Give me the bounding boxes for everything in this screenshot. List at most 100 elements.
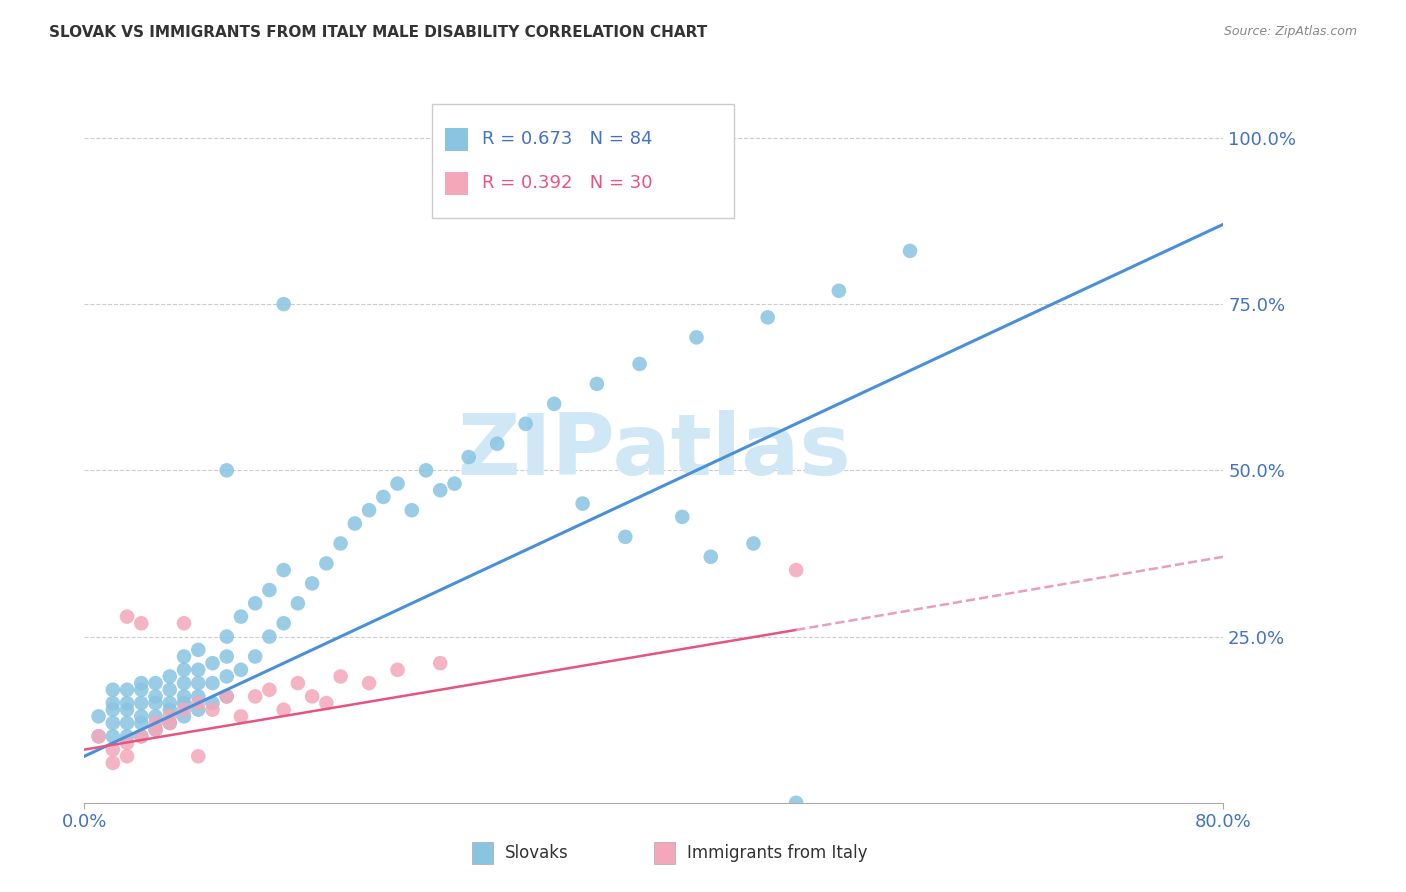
Point bbox=[359, 676, 381, 690]
Point bbox=[429, 656, 451, 670]
Point bbox=[201, 676, 224, 690]
Point bbox=[173, 676, 195, 690]
Point bbox=[101, 703, 124, 717]
FancyBboxPatch shape bbox=[446, 171, 468, 195]
Point bbox=[301, 576, 323, 591]
Point bbox=[486, 436, 509, 450]
Point bbox=[145, 676, 167, 690]
Point bbox=[586, 376, 609, 391]
Point bbox=[245, 649, 267, 664]
Point bbox=[201, 696, 224, 710]
Point bbox=[101, 716, 124, 731]
Point bbox=[259, 582, 281, 597]
Point bbox=[187, 749, 209, 764]
Point bbox=[187, 690, 209, 704]
Point bbox=[115, 716, 138, 731]
Point bbox=[159, 716, 181, 731]
Point bbox=[828, 284, 851, 298]
Text: SLOVAK VS IMMIGRANTS FROM ITALY MALE DISABILITY CORRELATION CHART: SLOVAK VS IMMIGRANTS FROM ITALY MALE DIS… bbox=[49, 25, 707, 40]
Point bbox=[187, 643, 209, 657]
FancyBboxPatch shape bbox=[446, 128, 468, 151]
Point bbox=[429, 483, 451, 498]
FancyBboxPatch shape bbox=[654, 841, 675, 863]
Text: ZIPatlas: ZIPatlas bbox=[457, 410, 851, 493]
Point bbox=[315, 557, 337, 571]
Point bbox=[215, 690, 238, 704]
Point bbox=[415, 463, 437, 477]
Point bbox=[215, 463, 238, 477]
Point bbox=[145, 690, 167, 704]
Point bbox=[115, 749, 138, 764]
FancyBboxPatch shape bbox=[471, 841, 494, 863]
Point bbox=[173, 663, 195, 677]
Point bbox=[785, 796, 807, 810]
Point bbox=[387, 663, 409, 677]
Point bbox=[173, 690, 195, 704]
Point bbox=[187, 663, 209, 677]
Point bbox=[159, 703, 181, 717]
Point bbox=[173, 616, 195, 631]
Point bbox=[245, 690, 267, 704]
Point bbox=[145, 723, 167, 737]
Point bbox=[329, 536, 352, 550]
Point bbox=[259, 682, 281, 697]
Point bbox=[315, 696, 337, 710]
Point bbox=[201, 703, 224, 717]
Point bbox=[329, 669, 352, 683]
Point bbox=[187, 696, 209, 710]
Point bbox=[571, 497, 593, 511]
Point bbox=[457, 450, 479, 464]
Point bbox=[373, 490, 395, 504]
Point bbox=[785, 563, 807, 577]
Point bbox=[159, 716, 181, 731]
Text: Immigrants from Italy: Immigrants from Italy bbox=[688, 844, 868, 862]
Point bbox=[443, 476, 465, 491]
Point bbox=[101, 696, 124, 710]
Point bbox=[115, 696, 138, 710]
Point bbox=[115, 682, 138, 697]
Point bbox=[87, 709, 110, 723]
Point bbox=[700, 549, 723, 564]
Point bbox=[898, 244, 921, 258]
Point bbox=[343, 516, 366, 531]
Point bbox=[215, 630, 238, 644]
Point bbox=[187, 676, 209, 690]
Point bbox=[173, 703, 195, 717]
Point bbox=[145, 716, 167, 731]
Point bbox=[685, 330, 707, 344]
Point bbox=[359, 503, 381, 517]
Point bbox=[614, 530, 637, 544]
Point bbox=[145, 723, 167, 737]
Point bbox=[215, 690, 238, 704]
Point bbox=[201, 656, 224, 670]
Point bbox=[145, 709, 167, 723]
Point bbox=[756, 310, 779, 325]
Point bbox=[273, 297, 295, 311]
Point bbox=[671, 509, 693, 524]
Point bbox=[273, 616, 295, 631]
Point bbox=[259, 630, 281, 644]
Point bbox=[115, 703, 138, 717]
Point bbox=[101, 756, 124, 770]
Point bbox=[115, 736, 138, 750]
Point bbox=[87, 729, 110, 743]
Point bbox=[159, 669, 181, 683]
Point bbox=[515, 417, 537, 431]
Point bbox=[131, 709, 153, 723]
Point bbox=[173, 709, 195, 723]
Text: Source: ZipAtlas.com: Source: ZipAtlas.com bbox=[1223, 25, 1357, 38]
Text: Slovaks: Slovaks bbox=[505, 844, 568, 862]
Point bbox=[131, 729, 153, 743]
Point bbox=[245, 596, 267, 610]
Point bbox=[173, 649, 195, 664]
Point bbox=[131, 716, 153, 731]
Point bbox=[229, 663, 252, 677]
Point bbox=[115, 729, 138, 743]
Point bbox=[115, 609, 138, 624]
Point bbox=[229, 709, 252, 723]
Point bbox=[173, 696, 195, 710]
Point bbox=[215, 649, 238, 664]
FancyBboxPatch shape bbox=[432, 104, 734, 218]
Point bbox=[159, 709, 181, 723]
Point bbox=[145, 696, 167, 710]
